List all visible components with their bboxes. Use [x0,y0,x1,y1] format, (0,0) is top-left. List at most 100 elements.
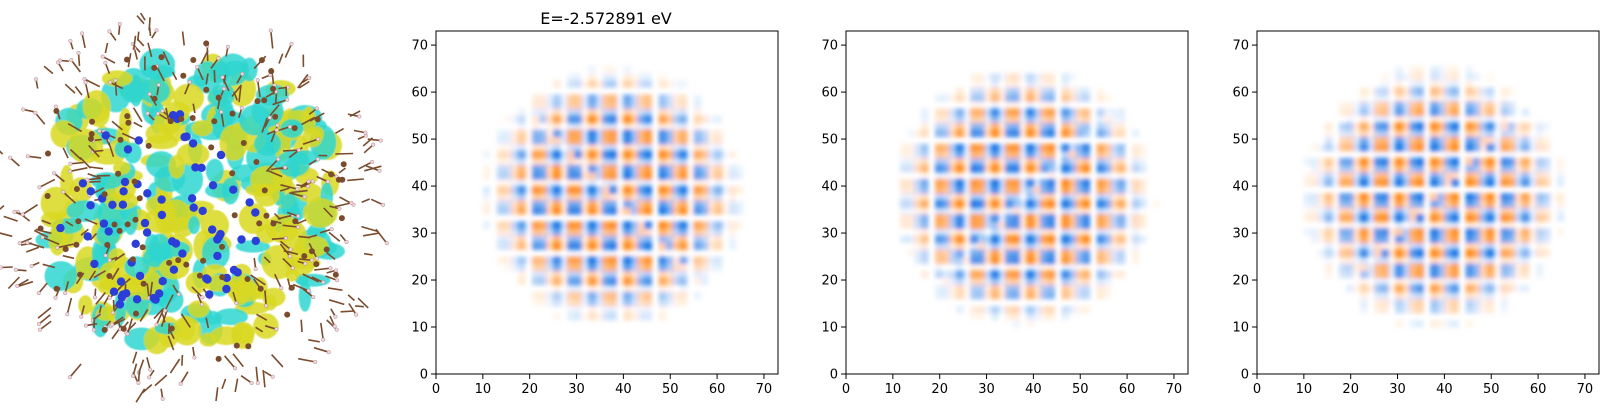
heatmap-cell [539,179,547,187]
heatmap-cell [616,242,624,250]
heatmap-cell [588,291,596,300]
heatmap-cell [1507,172,1516,180]
heatmap-cell [1061,214,1070,222]
heatmap-cell [1388,136,1396,145]
heatmap-cell [637,312,646,321]
heatmap-cell [1381,291,1389,300]
heatmap-cell [1026,73,1034,81]
heatmap-cell [1430,115,1438,124]
heatmap-cell [991,186,999,194]
heatmap-cell [956,221,964,229]
heatmap-cell [1103,256,1112,265]
isosurface-lobe [261,245,295,280]
heatmap-cell [644,94,653,102]
heatmap-cell [707,207,716,215]
heatmap-cell [714,157,723,166]
heatmap-cell [1542,157,1551,166]
heatmap-cell [581,164,589,173]
heatmap-cell [1096,228,1105,236]
heatmap-cell [1549,193,1558,201]
bond [102,55,116,64]
heatmap-cell [588,66,596,74]
hydrogen-atom [83,323,88,328]
heatmap-cell [567,193,575,201]
bond [192,103,196,114]
heatmap-cell [665,270,674,279]
heatmap-cell [539,186,547,194]
heatmap-cell [1423,193,1431,201]
heatmap-cell [1437,108,1445,117]
heatmap-cell [1360,256,1368,265]
bond [335,127,344,134]
bond [338,167,346,174]
heatmap-cell [637,150,646,159]
heatmap-cell [1409,143,1417,152]
heatmap-cell [644,298,653,307]
heatmap-cell [1096,214,1105,222]
hydrogen-atom [302,194,307,199]
heatmap-cell [1075,305,1084,314]
heatmap-cell [693,270,702,279]
heatmap-cell [1374,150,1382,159]
bond [314,267,331,271]
bond [271,354,284,368]
heatmap-cell [1026,115,1034,124]
heatmap-cell [1374,221,1382,229]
heatmap-cell [1068,249,1077,258]
bond [278,53,284,64]
heatmap-cell [602,284,610,293]
isosurface-lobe [66,200,103,223]
heatmap-cell [693,291,702,300]
heatmap-cell [1395,277,1403,286]
heatmap-cell [1465,87,1474,95]
heatmap-cell [1054,221,1063,229]
heatmap-cell [672,179,681,187]
heatmap-cell [581,115,589,124]
heatmap-cell [1416,136,1424,145]
heatmap-cell [970,80,978,88]
heatmap-cell [899,200,908,208]
heatmap-cell [921,256,929,265]
heatmap-cell [686,256,695,265]
core-atom [213,235,222,244]
heatmap-cell [630,277,638,286]
heatmap-cell [1047,291,1056,300]
heatmap-cell [921,164,929,173]
heatmap-cell [1054,249,1063,258]
heatmap-cell [735,172,744,180]
heatmap-cell [1416,284,1424,293]
ligand-atom [240,140,247,146]
heatmap-cell [1416,172,1424,180]
heatmap-cell [1374,193,1382,201]
heatmap-cell [1012,80,1020,88]
heatmap-cell [581,277,589,286]
isosurface-lobe [139,78,170,104]
heatmap-cell [1110,157,1119,166]
heatmap-cell [1514,214,1523,222]
heatmap-cell [721,186,730,194]
heatmap-cell [1395,235,1403,243]
heatmap-cell [991,94,999,102]
heatmap-cell [1374,298,1382,307]
heatmap-cell [998,214,1006,222]
bond [88,144,100,158]
heatmap-cell [1040,228,1048,236]
heatmap-cell [1061,200,1070,208]
heatmap-cell [595,284,603,293]
heatmap-cell [1324,200,1333,208]
heatmap-cell [1324,214,1333,222]
ligand-atom [106,273,113,279]
heatmap-cell [991,256,999,265]
bond [313,346,330,353]
heatmap-cell [1054,108,1063,117]
heatmap-cell [539,150,547,159]
heatmap-cell [525,207,533,215]
heatmap-cell [1103,228,1112,236]
ligand-atom [270,220,277,227]
ligand-atom [196,272,203,279]
heatmap-cell [665,242,674,250]
x-tick-label: 10 [475,382,492,397]
y-tick-label: 30 [1232,227,1249,242]
x-tick-label: 30 [1389,382,1406,397]
ligand-atom [200,257,207,264]
